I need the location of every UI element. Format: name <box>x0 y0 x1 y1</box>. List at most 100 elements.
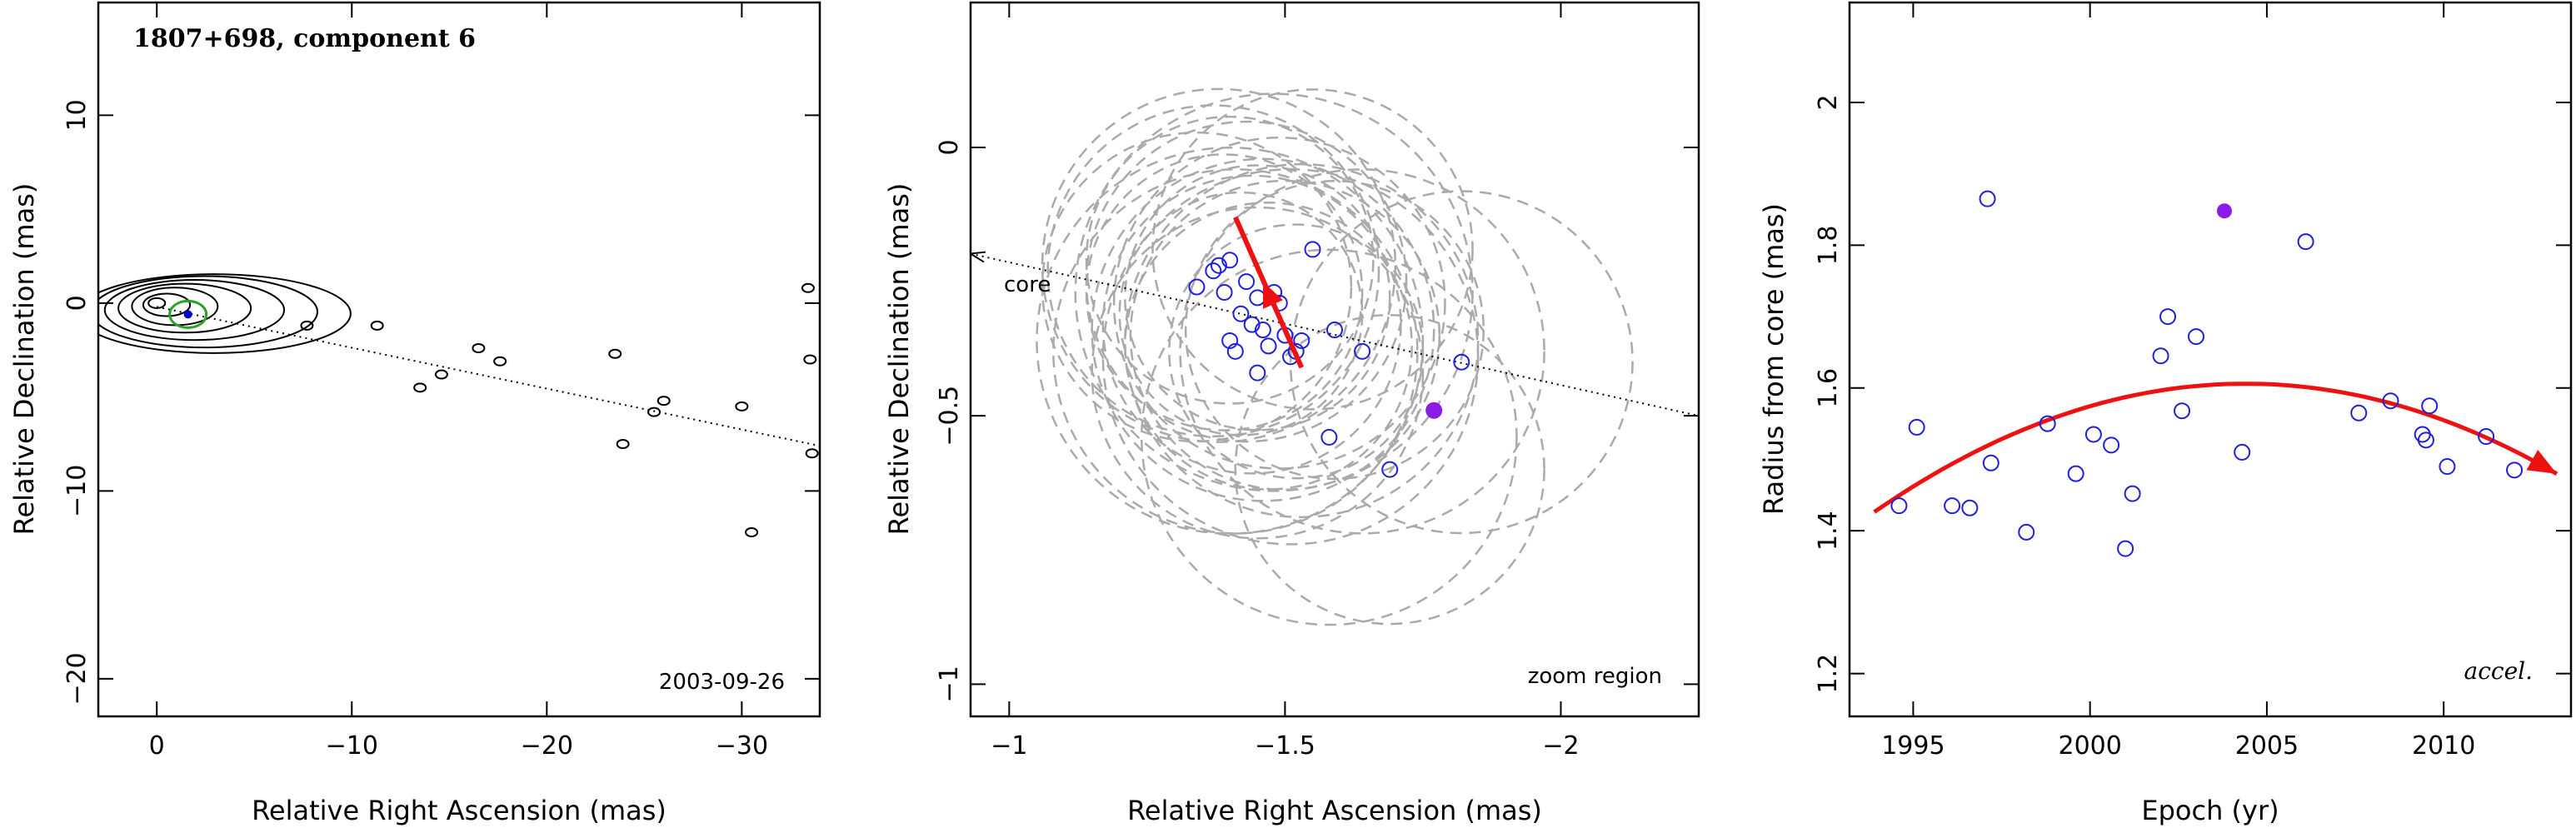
panel-2-x-axis-label: Relative Right Ascension (mas) <box>1127 795 1542 826</box>
component-marker <box>168 299 208 329</box>
x-tick-label: −30 <box>716 731 768 761</box>
knot-contour <box>472 342 486 353</box>
panel-3-radius-vs-epoch: 1995 2000 2005 2010 1.2 1.4 1.6 1.8 2 accel. Epo… <box>1758 1 2573 826</box>
y-tick-label: −0.5 <box>935 386 964 446</box>
epoch-point <box>2506 461 2524 479</box>
core-contour <box>103 279 286 342</box>
component-size-circle <box>1074 92 1474 492</box>
panel-3-x-axis-label: Epoch (yr) <box>2141 795 2279 826</box>
epoch-point <box>2084 426 2102 443</box>
knot-contour <box>647 407 661 417</box>
epoch-point <box>2103 436 2120 454</box>
panel-1-source-map: 0 −10 −20 −30 10 0 −10 −20 1807+698, component … <box>8 1 821 826</box>
epoch-point <box>2159 308 2177 326</box>
epoch-point <box>2350 404 2368 421</box>
x-tick-label: −10 <box>326 731 378 761</box>
knot-contour <box>805 448 819 459</box>
component-size-circle <box>1091 206 1425 540</box>
core-peak-contour <box>147 297 167 309</box>
position-point <box>1210 257 1227 274</box>
epoch-point <box>2124 485 2141 502</box>
x-tick-label: 2010 <box>2412 731 2475 761</box>
component-size-circle <box>1179 168 1545 535</box>
component-size-circle <box>1046 104 1380 438</box>
epoch-point <box>2382 392 2399 410</box>
x-tick-label: −2 <box>1542 731 1579 761</box>
component-size-circle <box>1129 179 1441 491</box>
component-size-circle <box>1289 190 1634 535</box>
knot-contour <box>608 348 622 359</box>
acceleration-fit-curve <box>1873 382 2559 514</box>
knot-contour <box>493 356 507 367</box>
panel-1-y-axis-label: Relative Declination (mas) <box>8 183 40 536</box>
epoch-point <box>2018 523 2035 541</box>
y-tick-label: 1.2 <box>1814 654 1843 694</box>
highlight-point <box>1425 402 1443 419</box>
panel-2-zoom-region: −1 −1.5 −2 0 −0.5 −1 core zoom region Relativ… <box>883 1 1700 826</box>
position-point <box>1254 322 1271 339</box>
y-tick-label: 2 <box>1814 94 1843 110</box>
panel-1-x-axis-label: Relative Right Ascension (mas) <box>252 795 666 826</box>
knot-contour <box>801 282 815 293</box>
panel-3-y-axis-label: Radius from core (mas) <box>1758 203 1790 515</box>
knot-contour <box>616 438 630 449</box>
position-point <box>1260 337 1277 355</box>
panel-3-fit-label: accel. <box>2464 657 2533 685</box>
position-point <box>1326 322 1343 339</box>
position-point <box>1221 252 1239 269</box>
y-tick-label: 1.6 <box>1814 368 1843 408</box>
component-size-circle <box>1085 120 1408 443</box>
epoch-point <box>2174 402 2191 420</box>
epoch-point <box>1890 497 1908 515</box>
epoch-point <box>1979 190 1996 207</box>
position-point <box>1354 342 1371 360</box>
highlight-point <box>2216 203 2232 219</box>
core-contour <box>142 292 192 317</box>
y-tick-label: −20 <box>62 652 92 705</box>
panel-2-region-label: zoom region <box>1528 664 1662 689</box>
x-tick-label: 2000 <box>2058 731 2121 761</box>
panel-3-plot-area <box>1873 190 2559 557</box>
component-size-circle <box>1124 201 1413 491</box>
component-size-circle <box>1168 223 1425 480</box>
knot-contour <box>434 369 448 380</box>
x-tick-label: 2005 <box>2235 731 2299 761</box>
epoch-point <box>1944 497 1961 515</box>
position-point <box>1304 241 1321 258</box>
component-size-circle <box>1118 191 1364 436</box>
jet-axis-line <box>157 306 820 447</box>
component-size-circle <box>1234 313 1545 626</box>
x-tick-label: −20 <box>521 731 573 761</box>
epoch-point <box>2297 233 2314 251</box>
epoch-point <box>2152 347 2169 365</box>
panel-1-date-label: 2003-09-26 <box>659 670 785 695</box>
x-tick-label: −1 <box>991 731 1027 761</box>
component-size-circle <box>1151 88 1474 411</box>
component-size-circle <box>1101 167 1480 546</box>
component-size-circle <box>1085 115 1375 405</box>
x-tick-label: −1.5 <box>1255 731 1315 761</box>
panel-3-ticks: 1995 2000 2005 2010 1.2 1.4 1.6 1.8 2 <box>1814 2 2571 761</box>
y-tick-label: 0 <box>935 139 964 155</box>
panel-2-frame <box>969 1 1700 718</box>
panel-3-frame <box>1848 1 2573 718</box>
position-point <box>1293 332 1310 349</box>
position-point <box>1205 262 1222 280</box>
epoch-point <box>2039 415 2056 432</box>
epoch-point <box>2421 397 2439 415</box>
epoch-point <box>1982 454 1999 471</box>
component-size-circle <box>1041 87 1397 443</box>
component-size-circle <box>1124 162 1480 519</box>
knot-contour <box>803 354 817 365</box>
core-contour <box>117 282 252 334</box>
knot-contour <box>735 401 749 412</box>
epoch-point <box>2478 428 2495 446</box>
panel-2-y-axis-label: Relative Declination (mas) <box>883 183 915 536</box>
epoch-point <box>1961 499 1979 516</box>
x-tick-label: 0 <box>149 731 165 761</box>
y-tick-label: 10 <box>62 99 92 131</box>
y-tick-label: 1.4 <box>1814 511 1843 551</box>
knot-contour <box>370 320 384 331</box>
position-point <box>1221 332 1239 349</box>
panel-2-ticks: −1 −1.5 −2 0 −0.5 −1 <box>935 2 1699 761</box>
